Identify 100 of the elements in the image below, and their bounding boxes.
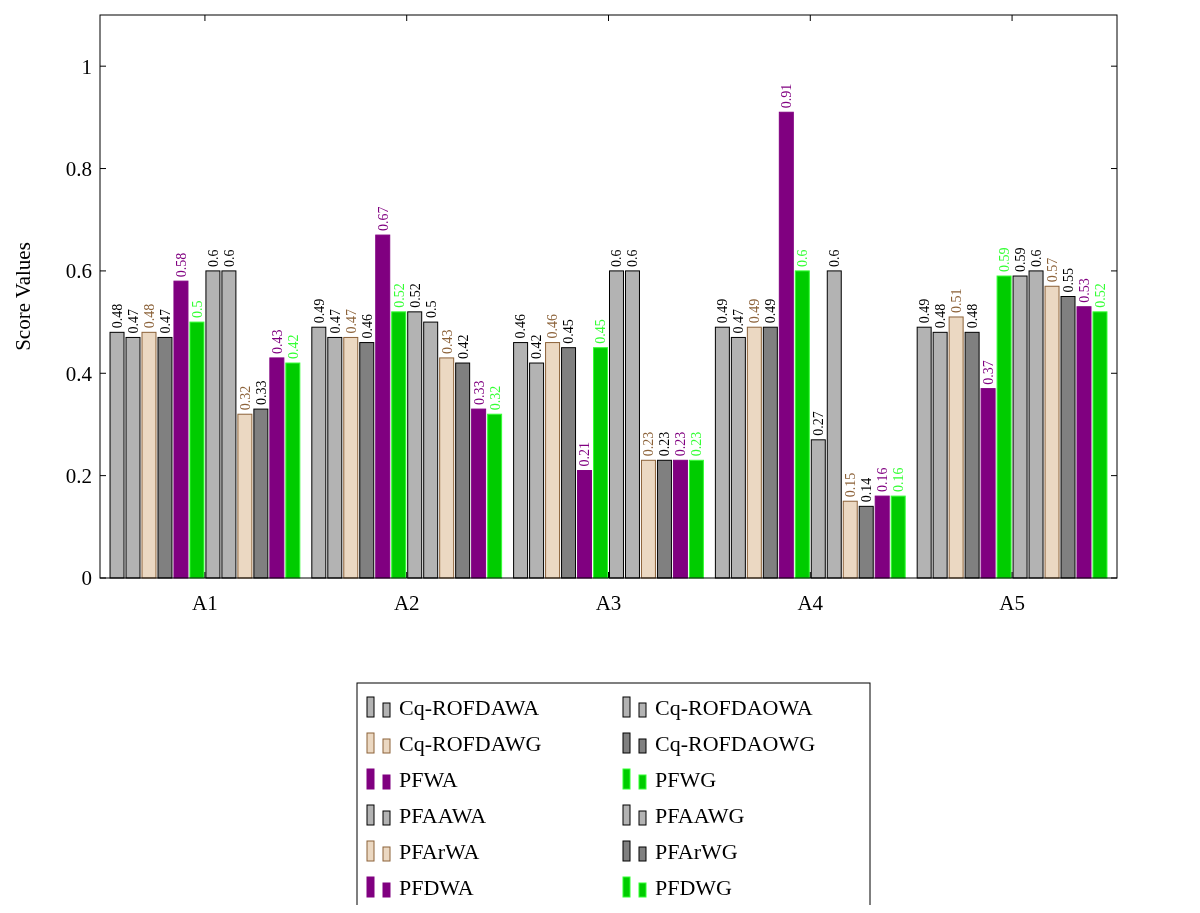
data-label: 0.45 — [593, 319, 609, 344]
y-tick-label: 1 — [81, 54, 92, 79]
legend-label: Cq-ROFDAWA — [399, 695, 540, 720]
data-label: 0.51 — [949, 288, 965, 313]
data-label: 0.49 — [747, 298, 763, 324]
data-label: 0.6 — [795, 249, 811, 267]
data-label: 0.48 — [933, 303, 949, 329]
data-label: 0.43 — [439, 329, 455, 354]
bar — [640, 459, 656, 579]
data-label: 0.32 — [237, 385, 253, 411]
bar — [890, 495, 906, 579]
data-label: 0.33 — [253, 380, 269, 406]
bar — [375, 234, 391, 579]
data-label: 0.43 — [269, 329, 285, 354]
bar — [746, 326, 762, 579]
bar — [237, 413, 253, 579]
y-tick-label: 0 — [81, 566, 92, 591]
data-label: 0.59 — [996, 247, 1012, 273]
data-label: 0.23 — [673, 431, 689, 457]
data-label: 0.46 — [545, 314, 561, 339]
data-label: 0.53 — [1076, 278, 1092, 303]
data-label: 0.49 — [311, 298, 327, 324]
data-label: 0.27 — [811, 411, 827, 436]
data-label: 0.5 — [423, 300, 439, 319]
data-label: 0.48 — [965, 303, 981, 329]
data-label: 0.46 — [513, 314, 529, 339]
data-label: 0.37 — [981, 360, 996, 385]
legend-label: PFAAWG — [655, 803, 745, 828]
data-label: 0.47 — [327, 308, 343, 334]
bar — [874, 495, 890, 579]
data-label: 0.5 — [189, 300, 205, 319]
legend-label: Cq-ROFDAOWA — [655, 695, 813, 720]
data-label: 0.15 — [843, 472, 859, 498]
data-label: 0.14 — [859, 477, 875, 503]
x-tick-label: A4 — [797, 591, 824, 615]
y-tick-label: 0.6 — [65, 259, 92, 284]
x-tick-label: A1 — [192, 591, 218, 615]
data-label: 0.23 — [641, 431, 657, 457]
bar — [269, 357, 285, 579]
data-label: 0.47 — [125, 308, 141, 334]
data-label: 0.6 — [609, 249, 625, 267]
bar — [672, 459, 688, 579]
legend-label: Cq-ROFDAOWG — [655, 731, 816, 756]
data-label: 0.47 — [731, 308, 747, 334]
data-label: 0.58 — [173, 252, 189, 278]
data-label: 0.42 — [529, 334, 545, 360]
data-label: 0.49 — [715, 298, 731, 324]
data-label: 0.21 — [577, 442, 593, 467]
bar — [545, 342, 561, 579]
data-label: 0.67 — [375, 206, 391, 232]
bar — [189, 321, 205, 579]
data-label: 0.6 — [827, 249, 843, 267]
bar — [996, 275, 1012, 579]
data-label: 0.16 — [891, 467, 907, 493]
x-tick-label: A5 — [999, 591, 1025, 615]
bar — [1044, 285, 1060, 579]
bar — [487, 413, 503, 579]
bar — [794, 270, 810, 579]
bar — [980, 388, 996, 579]
legend-label: Cq-ROFDAWG — [399, 731, 542, 756]
legend-label: PFAAWA — [399, 803, 487, 828]
bar — [173, 280, 189, 579]
bar — [343, 336, 359, 579]
bar — [593, 347, 608, 579]
data-label: 0.47 — [157, 308, 173, 334]
data-label: 0.49 — [763, 298, 779, 324]
data-label: 0.6 — [625, 249, 641, 267]
data-label: 0.52 — [391, 283, 407, 308]
legend-label: PFWG — [655, 767, 717, 792]
bar — [471, 408, 487, 579]
bar — [577, 470, 593, 579]
bar — [391, 311, 407, 579]
data-label: 0.6 — [205, 249, 221, 267]
y-axis-title: Score Values — [11, 242, 35, 351]
y-tick-label: 0.4 — [65, 361, 93, 386]
bar — [842, 500, 858, 579]
y-tick-label: 0.2 — [65, 463, 92, 488]
data-label: 0.52 — [1092, 283, 1108, 308]
data-label: 0.16 — [875, 467, 891, 493]
data-label: 0.23 — [689, 431, 705, 457]
data-label: 0.59 — [1012, 247, 1028, 273]
legend-label: PFWA — [399, 767, 458, 792]
data-label: 0.42 — [285, 334, 301, 360]
bar — [285, 362, 301, 579]
y-tick-label: 0.8 — [65, 156, 92, 181]
bar — [688, 459, 704, 579]
data-label: 0.6 — [1028, 249, 1044, 267]
data-label: 0.48 — [109, 303, 125, 329]
data-label: 0.23 — [657, 431, 673, 457]
bar — [141, 331, 157, 579]
data-label: 0.6 — [221, 249, 237, 267]
bar — [1092, 311, 1108, 579]
bar — [1076, 306, 1092, 579]
x-tick-label: A2 — [393, 591, 420, 615]
legend-label: PFDWG — [655, 875, 733, 900]
bar — [439, 357, 455, 579]
legend-label: PFArWA — [399, 839, 480, 864]
data-label: 0.47 — [343, 308, 359, 334]
data-label: 0.45 — [561, 319, 577, 344]
bar — [778, 111, 794, 579]
